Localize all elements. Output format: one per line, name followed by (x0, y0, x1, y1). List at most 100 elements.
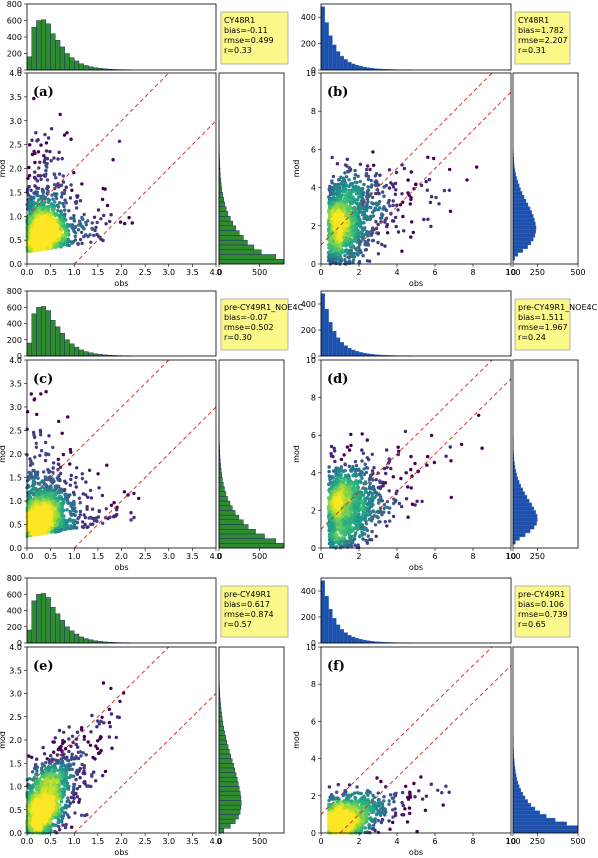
top-hist-bar (31, 26, 37, 71)
scatter-point (35, 500, 40, 504)
scatter-point (327, 187, 331, 191)
right-hist-bar (512, 217, 535, 223)
scatter-point (387, 186, 392, 190)
scatter-point (78, 222, 83, 226)
top-hist-y-tick-label: 0 (17, 66, 22, 75)
right-hist-bar (512, 210, 532, 215)
scatter-point (68, 196, 73, 200)
right-hist-bar (512, 221, 536, 226)
scatter-point (376, 240, 380, 245)
scatter-point (118, 220, 123, 224)
scatter-point (401, 214, 405, 219)
scatter-point (52, 156, 56, 160)
scatter-point (58, 112, 62, 117)
scatter-point (36, 509, 41, 513)
x-tick-label: 8 (470, 268, 475, 277)
scatter-point (89, 522, 93, 526)
scatter-point (350, 188, 354, 192)
scatter-point (104, 222, 108, 226)
scatter-point (406, 485, 410, 489)
scatter-point (331, 234, 335, 239)
scatter-point (349, 181, 353, 186)
x-tick-label: 0.0 (21, 268, 34, 277)
scatter-point (53, 517, 57, 521)
scatter-point (101, 521, 105, 525)
scatter-point (29, 247, 33, 252)
scatter-point (137, 496, 141, 501)
scatter-point (56, 238, 61, 242)
scatter-point (76, 242, 80, 246)
scatter-point (371, 238, 375, 243)
scatter-point (393, 192, 397, 196)
top-hist-bar (88, 66, 94, 71)
scatter-point (340, 202, 344, 207)
scatter-point (408, 202, 412, 206)
scatter-point (329, 244, 333, 248)
scatter-point (62, 525, 66, 529)
x-tick-label: 4 (394, 268, 399, 277)
scatter-point (85, 525, 89, 529)
scatter-point (376, 232, 380, 236)
scatter-point (32, 149, 36, 154)
scatter-point (130, 221, 134, 225)
scatter-point (26, 193, 31, 197)
scatter-point (75, 466, 79, 470)
scatter-point (84, 480, 88, 484)
scatter-point (95, 519, 99, 523)
top-hist-bar (339, 55, 344, 71)
scatter-point (43, 458, 48, 463)
scatter-point (29, 188, 33, 192)
scatter-point (79, 230, 84, 234)
scatter-point (47, 434, 51, 438)
scatter-point (393, 181, 398, 186)
scatter-point (61, 237, 66, 241)
scatter-point (53, 212, 58, 216)
x-axis-title: obs (114, 279, 128, 288)
scatter-point (336, 178, 341, 182)
scatter-point (351, 260, 355, 264)
scatter-point (39, 392, 43, 396)
x-tick-label: 2 (356, 268, 361, 277)
scatter-point (75, 520, 80, 525)
x-tick-label: 1.5 (92, 552, 105, 561)
scatter-point (448, 167, 452, 172)
scatter-point (82, 513, 86, 517)
stats-r: r=0.33 (224, 46, 252, 55)
right-hist-bar (512, 206, 531, 211)
scatter-point (364, 167, 369, 172)
scatter-point (361, 213, 365, 217)
right-hist-bar (218, 235, 244, 241)
scatter-point (53, 173, 57, 177)
y-tick-label: 8 (311, 107, 316, 116)
scatter-point (338, 244, 343, 248)
scatter-point (43, 132, 47, 137)
scatter-point (353, 168, 357, 173)
right-hist-bar (512, 233, 536, 238)
scatter-point (61, 507, 65, 512)
scatter-point (353, 173, 358, 177)
scatter-point (35, 412, 39, 417)
scatter-point (78, 219, 82, 223)
scatter-point (388, 204, 392, 208)
scatter-point (49, 488, 53, 492)
scatter-point (58, 241, 63, 246)
scatter-point (25, 216, 30, 220)
right-hist-bar (218, 514, 240, 520)
scatter-point (344, 175, 349, 179)
right-hist-bar (218, 477, 223, 483)
right-hist-bar (512, 191, 523, 196)
scatter-point (465, 178, 469, 182)
scatter-point (80, 520, 85, 524)
scatter-point (409, 235, 413, 239)
scatter-point (36, 150, 41, 154)
scatter-point (46, 507, 51, 512)
right-hist-bar (218, 519, 244, 525)
scatter-point (344, 223, 349, 227)
scatter-point (112, 501, 116, 505)
scatter-point (105, 203, 110, 208)
scatter-point (349, 225, 353, 230)
scatter-point (62, 204, 66, 209)
